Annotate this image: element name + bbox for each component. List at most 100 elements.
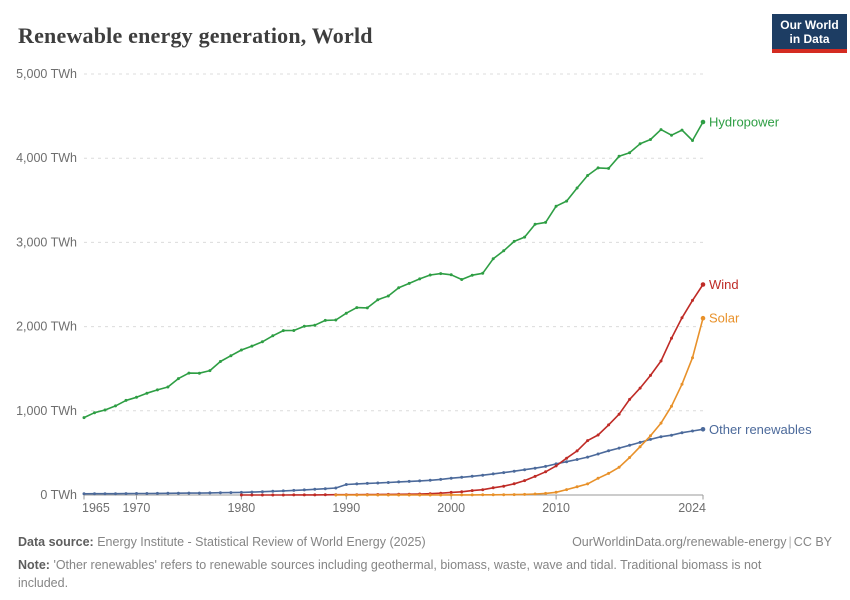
y-tick-label: 1,000 TWh bbox=[16, 404, 77, 418]
attribution-separator: | bbox=[788, 535, 792, 549]
data-point-other-renewables bbox=[334, 486, 338, 490]
owid-logo[interactable]: Our World in Data bbox=[772, 14, 847, 54]
series-line-other-renewables[interactable] bbox=[83, 428, 704, 495]
data-point-hydropower bbox=[145, 391, 149, 395]
data-point-other-renewables bbox=[166, 491, 170, 495]
data-point-other-renewables bbox=[376, 481, 380, 485]
data-point-other-renewables bbox=[586, 455, 590, 459]
data-point-wind bbox=[449, 490, 453, 494]
data-point-hydropower bbox=[407, 281, 411, 285]
series-line-hydropower[interactable] bbox=[83, 121, 704, 419]
data-point-other-renewables bbox=[281, 489, 285, 493]
y-tick-label: 0 TWh bbox=[40, 488, 77, 502]
series-line-wind[interactable] bbox=[240, 283, 704, 496]
data-point-wind bbox=[596, 433, 600, 437]
data-point-solar bbox=[649, 434, 652, 438]
data-point-hydropower bbox=[638, 142, 642, 146]
data-point-wind bbox=[617, 412, 621, 416]
data-point-hydropower bbox=[114, 404, 117, 408]
series-label-solar[interactable]: Solar bbox=[709, 311, 740, 326]
note-label: Note: bbox=[18, 558, 50, 573]
series-label-other-renewables[interactable]: Other renewables bbox=[709, 422, 812, 437]
data-point-other-renewables bbox=[523, 468, 527, 472]
data-point-solar bbox=[659, 421, 663, 425]
data-point-other-renewables bbox=[145, 492, 149, 495]
data-point-other-renewables bbox=[218, 491, 222, 495]
data-point-hydropower bbox=[533, 222, 537, 226]
y-tick-label: 5,000 TWh bbox=[16, 67, 77, 81]
data-point-solar bbox=[523, 492, 527, 496]
data-point-wind bbox=[250, 493, 254, 497]
data-point-hydropower bbox=[313, 323, 317, 327]
data-point-other-renewables bbox=[344, 483, 348, 486]
data-point-hydropower bbox=[103, 408, 107, 412]
license-label[interactable]: CC BY bbox=[793, 535, 832, 549]
data-point-hydropower bbox=[386, 294, 390, 298]
data-point-hydropower bbox=[460, 278, 464, 281]
data-point-other-renewables bbox=[155, 491, 159, 495]
data-point-other-renewables bbox=[544, 464, 548, 468]
data-point-other-renewables bbox=[491, 472, 495, 476]
owid-link[interactable]: OurWorldinData.org/renewable-energy bbox=[572, 535, 787, 549]
data-point-wind bbox=[554, 464, 558, 468]
data-point-other-renewables bbox=[407, 479, 411, 483]
data-point-hydropower bbox=[250, 344, 254, 348]
data-point-solar bbox=[680, 382, 684, 386]
data-point-hydropower bbox=[617, 154, 621, 158]
data-point-hydropower bbox=[397, 286, 401, 290]
data-point-hydropower bbox=[271, 334, 275, 338]
data-point-solar bbox=[607, 471, 611, 475]
data-source-label: Data source: bbox=[18, 535, 94, 549]
data-point-hydropower bbox=[281, 329, 285, 333]
series-label-hydropower[interactable]: Hydropower bbox=[709, 114, 780, 129]
data-point-wind bbox=[565, 456, 569, 460]
data-point-other-renewables bbox=[460, 475, 464, 479]
data-point-other-renewables bbox=[355, 482, 359, 486]
x-tick-label: 2000 bbox=[437, 501, 465, 515]
data-point-hydropower bbox=[607, 166, 611, 170]
series-line-solar[interactable] bbox=[334, 317, 704, 496]
data-point-wind bbox=[638, 386, 642, 390]
data-point-solar bbox=[638, 445, 642, 449]
series-label-wind[interactable]: Wind bbox=[709, 277, 739, 292]
data-point-hydropower bbox=[197, 371, 201, 375]
data-point-other-renewables bbox=[271, 489, 275, 493]
line-chart[interactable]: 0 TWh 1,000 TWh 2,000 TWh 3,000 TWh 4,000 TW… bbox=[0, 0, 850, 530]
data-point-other-renewables bbox=[428, 478, 432, 482]
data-point-other-renewables bbox=[229, 491, 233, 495]
data-point-other-renewables bbox=[176, 491, 180, 495]
data-point-other-renewables bbox=[575, 458, 579, 461]
data-point-wind bbox=[239, 493, 243, 497]
data-point-hydropower bbox=[596, 166, 600, 170]
data-point-solar bbox=[439, 493, 443, 497]
data-point-hydropower bbox=[659, 128, 663, 132]
series-end-point-solar bbox=[700, 315, 706, 321]
data-point-hydropower bbox=[208, 369, 212, 373]
data-point-other-renewables bbox=[239, 490, 243, 494]
data-point-wind bbox=[533, 474, 537, 478]
data-point-hydropower bbox=[229, 354, 233, 358]
data-point-other-renewables bbox=[386, 481, 390, 484]
chart-footer: Data source: Energy Institute - Statisti… bbox=[18, 533, 832, 592]
data-point-other-renewables bbox=[533, 466, 537, 470]
data-point-hydropower bbox=[218, 360, 222, 363]
data-point-other-renewables bbox=[323, 487, 327, 491]
data-source-text: Energy Institute - Statistical Review of… bbox=[97, 535, 426, 549]
data-point-wind bbox=[628, 397, 632, 401]
x-tick-label: 1965 bbox=[82, 501, 110, 515]
data-point-wind bbox=[607, 423, 611, 427]
data-point-wind bbox=[544, 470, 548, 474]
data-point-hydropower bbox=[691, 139, 694, 142]
data-point-wind bbox=[586, 439, 590, 443]
data-point-other-renewables bbox=[512, 469, 516, 473]
data-point-wind bbox=[491, 486, 495, 490]
data-point-wind bbox=[323, 493, 327, 497]
series-end-point-other-renewables bbox=[700, 427, 706, 432]
data-point-other-renewables bbox=[470, 474, 474, 478]
data-point-hydropower bbox=[418, 277, 422, 281]
data-point-hydropower bbox=[260, 340, 264, 344]
y-tick-label: 4,000 TWh bbox=[16, 151, 77, 165]
data-point-other-renewables bbox=[135, 492, 138, 495]
data-point-other-renewables bbox=[250, 490, 254, 494]
data-point-hydropower bbox=[628, 151, 632, 155]
